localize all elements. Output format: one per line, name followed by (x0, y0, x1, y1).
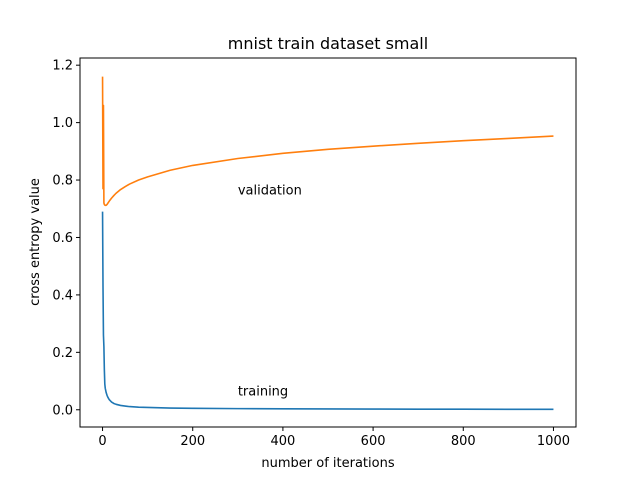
plot-frame (79, 57, 577, 428)
y-tick-label: 1.0 (52, 116, 73, 131)
chart-title: mnist train dataset small (228, 34, 428, 53)
annotation-label: validation (238, 183, 302, 198)
plot-area (101, 76, 554, 411)
y-tick-label: 1.2 (52, 59, 73, 74)
y-axis-label: cross entropy value (28, 178, 43, 306)
y-tick-label: 0.4 (52, 288, 73, 303)
y-tick-label: 0.8 (52, 174, 73, 189)
x-axis-label: number of iterations (261, 456, 394, 471)
x-tick-label: 600 (361, 434, 386, 449)
x-tick-label: 1000 (537, 434, 570, 449)
training-series-line (101, 211, 554, 411)
x-tick-label: 400 (270, 434, 295, 449)
validation-series-line (101, 76, 554, 207)
x-tick-label: 800 (451, 434, 476, 449)
y-tick-label: 0.6 (52, 231, 73, 246)
y-tick-label: 0.2 (52, 346, 73, 361)
annotation-label: training (238, 384, 288, 399)
axis-ticks: 0 200 400 600 800 1000 0.0 0.2 0.4 0.6 0.8 1.0 1.2 (52, 59, 570, 449)
x-tick-label: 200 (180, 434, 205, 449)
y-tick-label: 0.0 (52, 403, 73, 418)
x-tick-label: 0 (98, 434, 106, 449)
annotations: validation training (238, 183, 302, 399)
